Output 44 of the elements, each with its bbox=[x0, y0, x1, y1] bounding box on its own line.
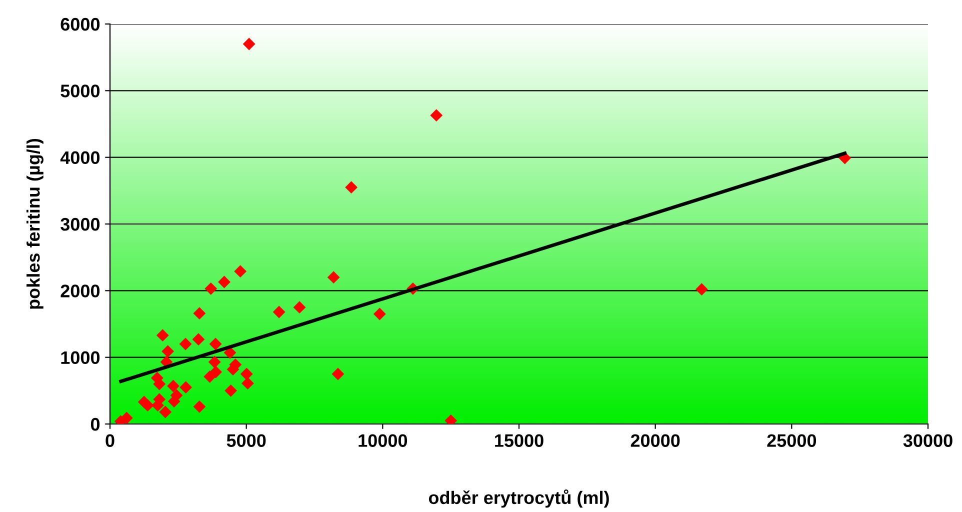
point bbox=[293, 301, 306, 314]
x-tick-label: 20000 bbox=[630, 434, 680, 447]
point bbox=[180, 381, 192, 394]
point bbox=[327, 271, 340, 284]
y-tick-label: 0 bbox=[90, 418, 100, 431]
point bbox=[193, 307, 206, 320]
point bbox=[430, 109, 443, 122]
point bbox=[179, 338, 192, 350]
y-tick-label: 6000 bbox=[60, 18, 100, 31]
x-tick-label: 25000 bbox=[767, 434, 816, 447]
x-tick-label: 10000 bbox=[358, 434, 408, 447]
point bbox=[242, 38, 256, 50]
point bbox=[345, 181, 358, 194]
point bbox=[332, 368, 344, 380]
point bbox=[695, 283, 708, 296]
x-tick-label: 0 bbox=[106, 434, 114, 447]
point bbox=[373, 308, 386, 320]
point bbox=[204, 370, 216, 383]
y-tick-label: 5000 bbox=[60, 84, 100, 98]
x-tick-label: 30000 bbox=[903, 434, 952, 448]
x-axis-title: odběr erytrocytů (ml) bbox=[428, 489, 609, 508]
point bbox=[204, 282, 218, 295]
y-axis-title: pokles feritinu (µg/l) bbox=[26, 138, 44, 309]
point bbox=[209, 338, 222, 350]
y-tick-label: 2000 bbox=[60, 284, 100, 298]
point bbox=[162, 345, 174, 358]
point bbox=[241, 377, 254, 390]
y-tick-label: 1000 bbox=[61, 351, 100, 364]
point bbox=[192, 333, 205, 346]
point bbox=[224, 384, 238, 397]
point bbox=[141, 399, 154, 412]
point bbox=[240, 368, 253, 380]
y-tick-label: 4000 bbox=[60, 151, 100, 164]
x-tick-label: 15000 bbox=[495, 434, 544, 447]
point bbox=[208, 356, 221, 368]
y-tick-label: 3000 bbox=[60, 218, 100, 231]
point bbox=[159, 406, 172, 418]
point bbox=[167, 380, 180, 392]
x-tick-label: 5000 bbox=[226, 434, 266, 447]
point bbox=[234, 265, 247, 278]
point bbox=[218, 276, 230, 288]
point bbox=[193, 400, 206, 413]
point bbox=[272, 306, 286, 318]
point bbox=[156, 329, 169, 342]
